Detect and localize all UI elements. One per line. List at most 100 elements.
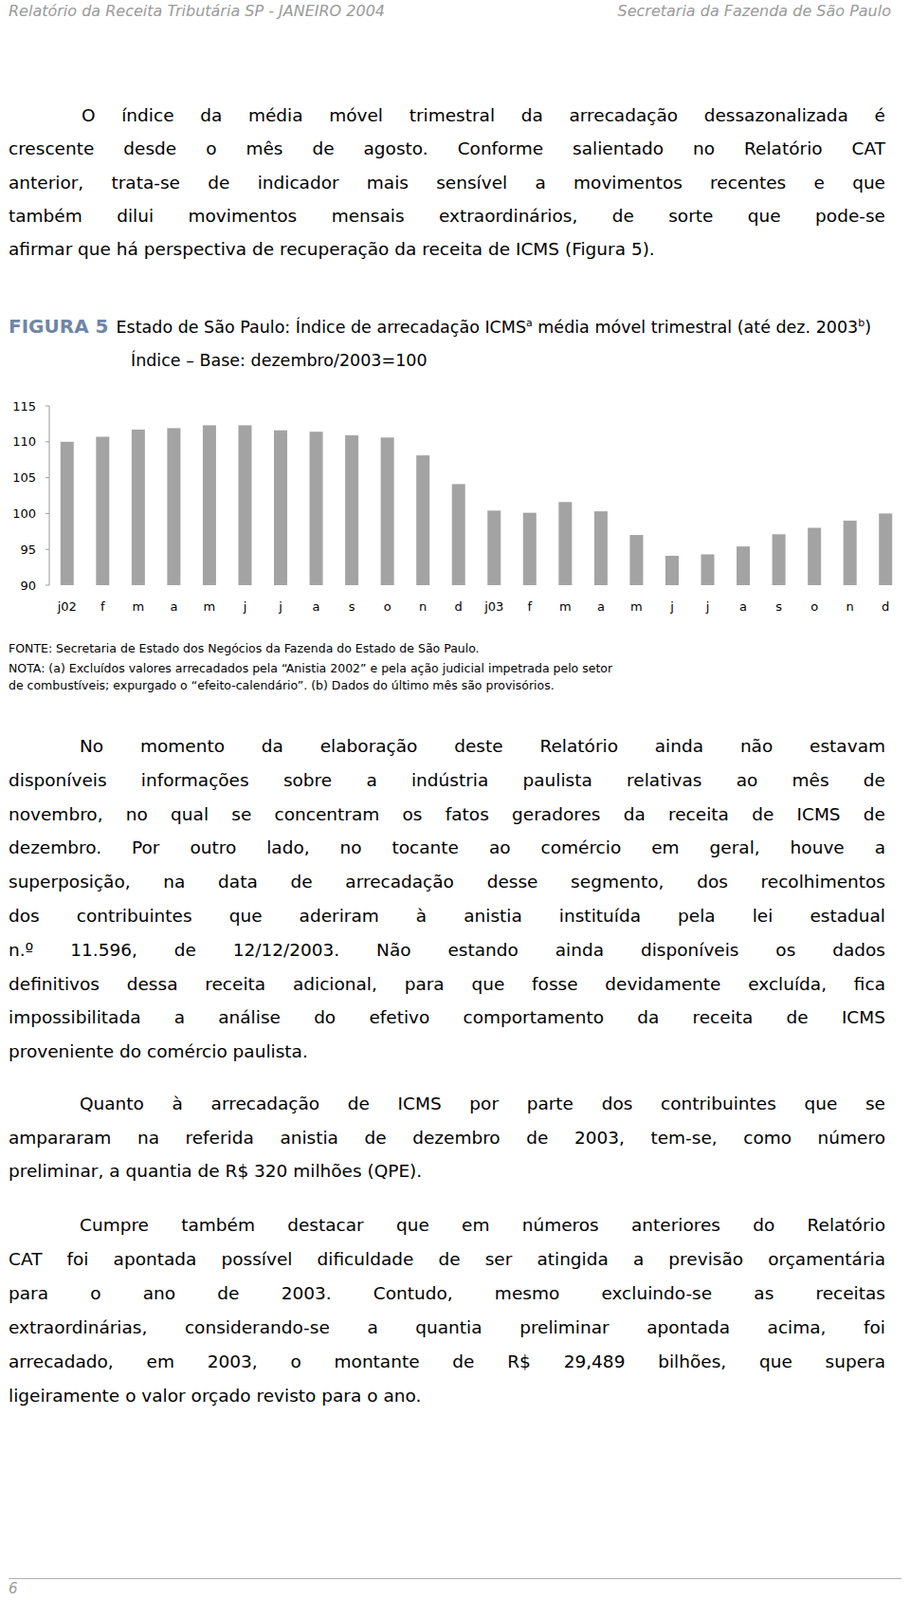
bar xyxy=(381,436,395,585)
x-tick-label: j xyxy=(242,599,248,614)
x-tick-label: m xyxy=(630,599,643,614)
paragraph-line: afirmar que há perspectiva de recuperaçã… xyxy=(8,238,886,259)
title-superscript: a xyxy=(526,316,533,329)
bar xyxy=(416,455,430,585)
bar xyxy=(309,431,324,585)
x-tick-label: m xyxy=(559,599,572,614)
bar xyxy=(166,427,181,585)
header-left: Relatório da Receita Tributária SP - JAN… xyxy=(8,1,385,20)
paragraph-line: novembro, no qual se concentram os fatos… xyxy=(8,803,886,824)
paragraph-line: preliminar, a quantia de R$ 320 milhões … xyxy=(8,1160,886,1181)
paragraph-line: proveniente do comércio paulista. xyxy=(8,1040,886,1061)
bar xyxy=(345,435,359,585)
chart: 90 95 100 105 110 115 j02 f m a m j j a s o n d j03 f m a m j j a… xyxy=(0,0,910,664)
page: {"header": {"left": "Relatório da Receit… xyxy=(0,0,910,1600)
x-tick-label: j03 xyxy=(483,599,504,614)
x-tick-label: a xyxy=(169,599,178,614)
x-tick-label: m xyxy=(132,599,146,614)
x-tick-label: a xyxy=(312,599,321,614)
paragraph-line: para o ano de 2003. Contudo, mesmo exclu… xyxy=(8,1282,886,1303)
paragraph-line: também dilui movimentos mensais extraord… xyxy=(8,205,886,226)
bar xyxy=(701,553,715,585)
y-tick-label: 90 xyxy=(19,578,37,593)
figure-note: NOTA: (a) Excluídos valores arrecadados … xyxy=(8,660,613,675)
paragraph-line: No momento da elaboração deste Relatório… xyxy=(79,735,886,756)
bar xyxy=(131,429,146,585)
bar xyxy=(629,534,643,585)
y-tick-label: 110 xyxy=(12,434,37,449)
bar xyxy=(95,436,110,585)
title-superscript: b xyxy=(857,316,865,329)
paragraph-line: arrecadado, em 2003, o montante de R$ 29… xyxy=(8,1350,886,1371)
x-tick-label: o xyxy=(810,599,819,614)
chart-subtitle: Índice – Base: dezembro/2003=100 xyxy=(130,350,428,370)
figure-source: FONTE: Secretaria de Estado dos Negócios… xyxy=(8,640,480,656)
bar xyxy=(736,546,750,585)
x-tick-label: m xyxy=(203,599,217,614)
footer-rule xyxy=(8,1577,902,1579)
bar xyxy=(878,512,892,585)
paragraph-line: anterior, trata-se de indicador mais sen… xyxy=(8,172,886,193)
paragraph-line: disponíveis informações sobre a indústri… xyxy=(8,769,886,790)
x-tick-label: s xyxy=(775,599,783,614)
bar xyxy=(487,509,501,585)
y-tick-label: 115 xyxy=(12,399,37,414)
bar xyxy=(772,533,786,585)
paragraph-line: impossibilitada a análise do efetivo com… xyxy=(8,1006,886,1027)
y-tick xyxy=(45,440,50,442)
y-tick-label: 105 xyxy=(12,470,37,485)
y-tick xyxy=(45,548,50,550)
paragraph-line: Cumpre também destacar que em números an… xyxy=(79,1214,886,1235)
y-tick-label: 100 xyxy=(12,506,37,521)
x-tick-label: f xyxy=(100,599,106,614)
title-text: média móvel trimestral (até dez. 2003 xyxy=(532,317,858,337)
paragraph-line: dos contribuintes que aderiram à anistia… xyxy=(8,905,886,926)
x-tick-label: n xyxy=(418,599,427,614)
paragraph-line: superposição, na data de arrecadação des… xyxy=(8,871,886,892)
figure-title: FIGURA 5 Estado de São Paulo: Índice de a… xyxy=(8,314,872,338)
bar xyxy=(523,512,537,585)
paragraph-line: CAT foi apontada possível dificuldade de… xyxy=(8,1248,886,1269)
x-tick-label: f xyxy=(527,599,533,614)
x-tick-label: s xyxy=(348,599,356,614)
paragraph-line: extraordinárias, considerando-se a quant… xyxy=(8,1316,886,1337)
bar xyxy=(202,424,217,585)
x-tick-label: d xyxy=(881,599,890,614)
bar xyxy=(452,483,466,585)
bar xyxy=(273,430,288,585)
page-number: 6 xyxy=(8,1579,19,1597)
y-tick xyxy=(45,476,50,478)
bar xyxy=(237,424,252,585)
paragraph-line: definitivos dessa receita adicional, par… xyxy=(8,973,886,994)
x-tick-label: o xyxy=(383,599,392,614)
x-tick-label: j xyxy=(705,599,710,614)
paragraph-line: ampararam na referida anistia de dezembr… xyxy=(8,1127,886,1147)
figure-note: de combustíveis; expurgado o “efeito-cal… xyxy=(8,677,555,692)
title-text: ) xyxy=(864,317,872,337)
paragraph-line: Quanto à arrecadação de ICMS por parte d… xyxy=(79,1092,886,1113)
x-tick-label: n xyxy=(846,599,855,614)
bar xyxy=(60,441,74,585)
x-tick-label: a xyxy=(739,599,747,614)
y-tick xyxy=(45,584,50,586)
paragraph-line: crescente desde o mês de agosto. Conform… xyxy=(8,138,886,159)
bar xyxy=(558,501,572,585)
x-tick-label: j xyxy=(669,599,674,614)
bar xyxy=(665,555,679,585)
bar xyxy=(807,527,821,585)
x-tick-label: j xyxy=(277,599,283,614)
figure-label: FIGURA 5 xyxy=(8,314,110,338)
title-text: Estado de São Paulo: Índice de arrecadaç… xyxy=(116,317,527,337)
y-tick xyxy=(45,512,50,514)
paragraph-line: dezembro. Por outro lado, no tocante ao … xyxy=(8,837,886,857)
paragraph-line: ligeiramente o valor orçado revisto para… xyxy=(8,1384,886,1405)
y-tick xyxy=(45,405,50,407)
y-tick-label: 95 xyxy=(19,542,37,557)
x-tick-label: d xyxy=(455,599,463,614)
x-tick-label: a xyxy=(597,599,605,614)
header-right: Secretaria da Fazenda de São Paulo xyxy=(618,1,892,20)
bars xyxy=(60,424,892,585)
y-axis xyxy=(49,405,51,585)
x-tick-label: j02 xyxy=(56,599,77,614)
paragraph-line: n.º 11.596, de 12/12/2003. Não estando a… xyxy=(8,939,886,960)
